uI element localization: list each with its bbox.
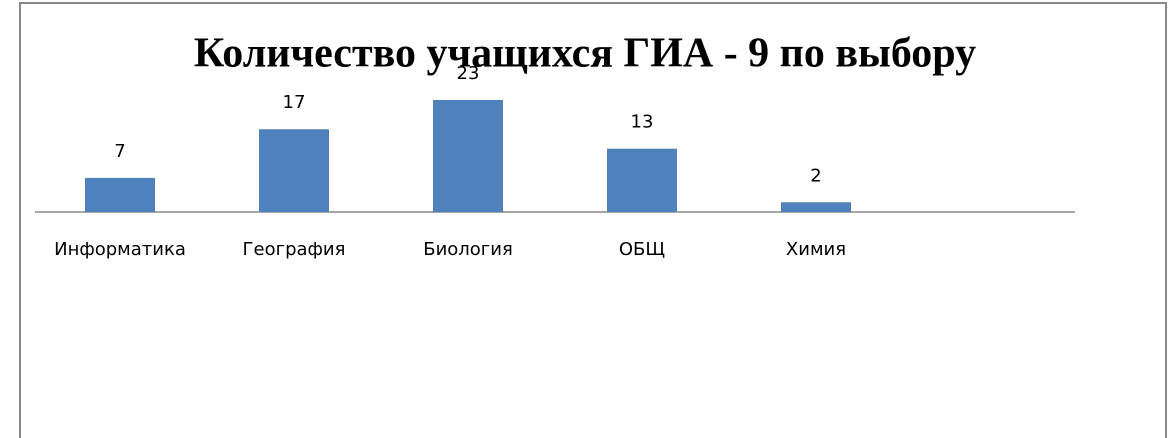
bar (259, 129, 329, 212)
data-label: 23 (457, 63, 480, 84)
data-label: 17 (283, 92, 306, 113)
bar (433, 100, 503, 212)
x-tick-label: Информатика (54, 239, 186, 260)
x-tick-label: ОБЩ (619, 239, 665, 260)
data-label: 13 (631, 112, 654, 133)
x-tick-label: Химия (786, 239, 846, 260)
data-label: 2 (810, 165, 821, 186)
bar (781, 202, 851, 212)
chart-title: Количество учащихся ГИА - 9 по выбору (194, 31, 976, 77)
x-tick-label: Биология (423, 239, 513, 260)
data-label: 7 (114, 141, 125, 162)
bar (85, 177, 155, 212)
bar (607, 148, 677, 212)
x-tick-label: География (243, 239, 346, 260)
chart-frame (19, 2, 1167, 438)
